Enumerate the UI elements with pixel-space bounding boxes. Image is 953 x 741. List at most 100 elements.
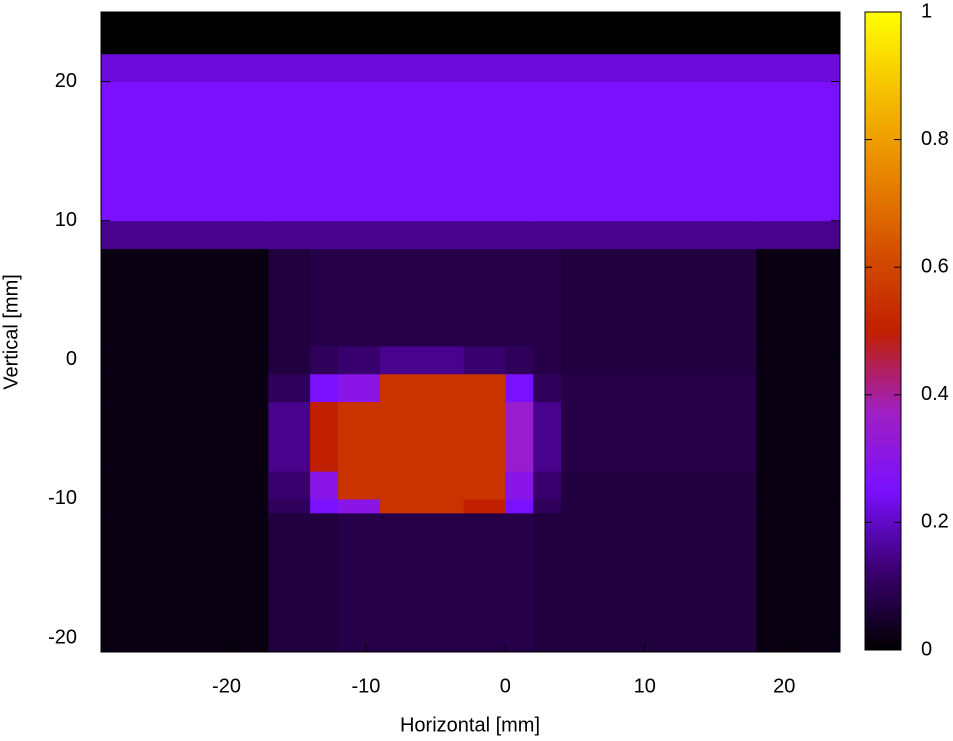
heatmap-cell: [310, 220, 339, 250]
heatmap-cell: [561, 220, 757, 250]
heatmap-cell: [379, 373, 465, 403]
heatmap-cell: [505, 471, 534, 500]
heatmap-cell: [756, 471, 841, 500]
heatmap-cell: [379, 471, 465, 500]
heatmap-cell: [379, 248, 465, 347]
x-tick-label: 0: [500, 675, 511, 697]
heatmap-cell: [533, 345, 562, 375]
heatmap-cell: [379, 401, 465, 472]
y-tick-label: -20: [48, 626, 77, 648]
heatmap-cell: [101, 248, 269, 347]
heatmap-cell: [379, 12, 465, 55]
x-tick-label: -20: [212, 675, 241, 697]
heatmap-cell: [756, 53, 841, 83]
heatmap-cell: [533, 401, 562, 472]
heatmap-cell: [268, 471, 311, 500]
heatmap-cell: [463, 471, 506, 500]
heatmap-cell: [505, 373, 534, 403]
heatmap-cell: [101, 512, 269, 653]
heatmap-cell: [505, 81, 534, 222]
heatmap-cell: [533, 373, 562, 403]
heatmap-cell: [756, 248, 841, 347]
heatmap-cell: [338, 248, 381, 347]
x-tick-label: 20: [773, 675, 795, 697]
heatmap-cell: [505, 12, 534, 55]
heatmap-cell: [338, 53, 381, 83]
heatmap-cell: [463, 512, 506, 653]
heatmap-cell: [505, 345, 534, 375]
heatmap-cell: [310, 345, 339, 375]
colorbar-tick-label: 1: [921, 0, 932, 22]
heatmap-cell: [310, 471, 339, 500]
heatmap-cell: [268, 53, 311, 83]
heatmap-cell: [268, 373, 311, 403]
heatmap-cell: [561, 498, 757, 514]
heatmap-cell: [101, 373, 269, 403]
heatmap-cell: [268, 498, 311, 514]
heatmap-cell: [505, 512, 534, 653]
plot-frame: [100, 11, 841, 653]
heatmap-cell: [756, 81, 841, 222]
heatmap-cell: [101, 53, 269, 83]
y-tick-label: 20: [55, 70, 77, 92]
heatmap-cell: [463, 53, 506, 83]
heatmap-cell: [505, 401, 534, 472]
heatmap-cell: [561, 471, 757, 500]
heatmap-cell: [463, 401, 506, 472]
heatmap-cell: [310, 248, 339, 347]
heatmap-cell: [379, 220, 465, 250]
heatmap-cell: [268, 81, 311, 222]
y-tick-label: -10: [48, 487, 77, 509]
heatmap-cell: [561, 81, 757, 222]
heatmap-cell: [533, 53, 562, 83]
heatmap-cell: [268, 401, 311, 472]
heatmap-cell: [338, 498, 381, 514]
heatmap-cell: [338, 81, 381, 222]
heatmap-cell: [268, 345, 311, 375]
heatmap-cell: [379, 345, 465, 375]
heatmap-cell: [101, 401, 269, 472]
colorbar: [864, 11, 902, 651]
heatmap-cell: [379, 498, 465, 514]
heatmap-cell: [338, 512, 381, 653]
heatmap-cell: [463, 220, 506, 250]
y-axis-label: Vertical [mm]: [0, 274, 22, 390]
heatmap-cell: [756, 373, 841, 403]
heatmap-cell: [379, 512, 465, 653]
heatmap-cell: [561, 248, 757, 347]
heatmap-cell: [533, 248, 562, 347]
heatmap-cell: [561, 512, 757, 653]
heatmap-cell: [533, 81, 562, 222]
heatmap-cell: [310, 81, 339, 222]
heatmap-cell: [338, 345, 381, 375]
heatmap-cell: [338, 220, 381, 250]
heatmap-cell: [310, 401, 339, 472]
x-axis-label: Horizontal [mm]: [400, 714, 540, 736]
heatmap-cell: [533, 220, 562, 250]
heatmap-cell: [756, 512, 841, 653]
heatmap-cell: [338, 373, 381, 403]
colorbar-tick-label: 0.2: [921, 511, 949, 533]
heatmap-cell: [463, 498, 506, 514]
heatmap-cell: [101, 498, 269, 514]
heatmap-cell: [268, 512, 311, 653]
heatmap-cell: [756, 401, 841, 472]
heatmap-cell: [561, 401, 757, 472]
heatmap-cell: [561, 53, 757, 83]
colorbar-tick-label: 0: [921, 638, 932, 660]
heatmap-cell: [338, 12, 381, 55]
heatmap-cell: [101, 12, 269, 55]
colorbar-tick-label: 0.8: [921, 128, 949, 150]
heatmap-cell: [505, 498, 534, 514]
heatmap-cell: [561, 12, 757, 55]
heatmap-cell: [505, 53, 534, 83]
heatmap-cell: [310, 498, 339, 514]
heatmap-cell: [561, 373, 757, 403]
heatmap-cell: [310, 53, 339, 83]
heatmap-cell: [310, 12, 339, 55]
x-tick-label: -10: [351, 675, 380, 697]
heatmap-cell: [268, 220, 311, 250]
heatmap-cell: [101, 471, 269, 500]
heatmap-cell: [463, 373, 506, 403]
